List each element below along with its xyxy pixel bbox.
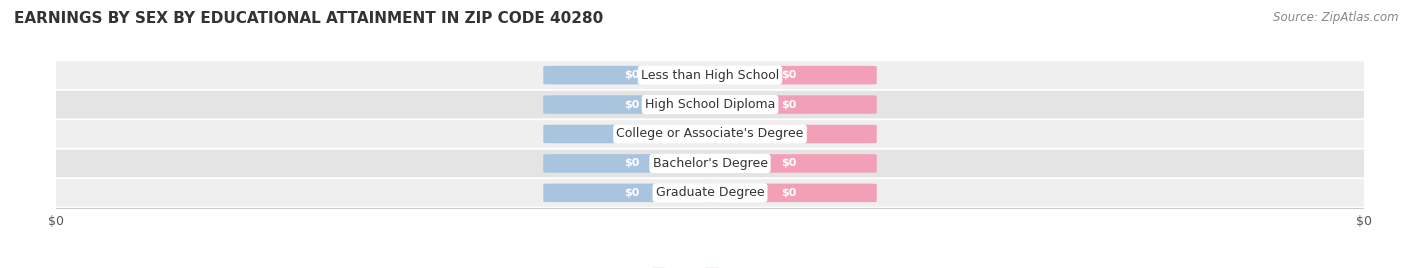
FancyBboxPatch shape <box>44 179 1376 207</box>
Text: EARNINGS BY SEX BY EDUCATIONAL ATTAINMENT IN ZIP CODE 40280: EARNINGS BY SEX BY EDUCATIONAL ATTAINMEN… <box>14 11 603 26</box>
FancyBboxPatch shape <box>700 95 877 114</box>
FancyBboxPatch shape <box>543 66 720 84</box>
Text: College or Associate's Degree: College or Associate's Degree <box>616 128 804 140</box>
FancyBboxPatch shape <box>44 91 1376 118</box>
Text: $0: $0 <box>780 100 796 110</box>
Text: Less than High School: Less than High School <box>641 69 779 82</box>
Text: High School Diploma: High School Diploma <box>645 98 775 111</box>
Text: Bachelor's Degree: Bachelor's Degree <box>652 157 768 170</box>
Text: $0: $0 <box>624 188 640 198</box>
FancyBboxPatch shape <box>543 95 720 114</box>
Text: $0: $0 <box>780 129 796 139</box>
FancyBboxPatch shape <box>44 61 1376 89</box>
FancyBboxPatch shape <box>700 66 877 84</box>
Text: $0: $0 <box>624 129 640 139</box>
FancyBboxPatch shape <box>700 154 877 173</box>
FancyBboxPatch shape <box>543 125 720 143</box>
FancyBboxPatch shape <box>44 120 1376 148</box>
Text: $0: $0 <box>624 70 640 80</box>
Text: Source: ZipAtlas.com: Source: ZipAtlas.com <box>1274 11 1399 24</box>
Text: $0: $0 <box>780 188 796 198</box>
FancyBboxPatch shape <box>543 154 720 173</box>
FancyBboxPatch shape <box>543 184 720 202</box>
Text: $0: $0 <box>780 70 796 80</box>
FancyBboxPatch shape <box>44 150 1376 177</box>
Text: $0: $0 <box>780 158 796 168</box>
FancyBboxPatch shape <box>700 125 877 143</box>
Text: $0: $0 <box>624 100 640 110</box>
FancyBboxPatch shape <box>700 184 877 202</box>
Text: $0: $0 <box>624 158 640 168</box>
Text: Graduate Degree: Graduate Degree <box>655 186 765 199</box>
